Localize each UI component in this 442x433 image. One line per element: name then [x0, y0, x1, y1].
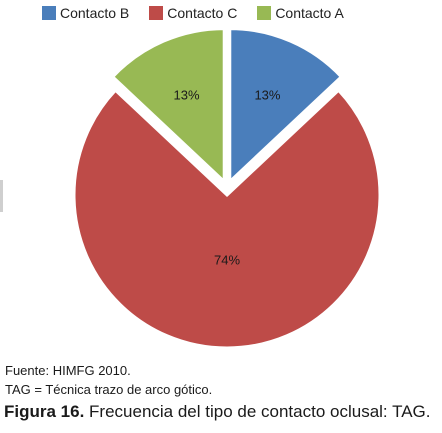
legend-swatch-contacto-b: [42, 6, 56, 20]
legend-item-contacto-c: Contacto C: [149, 5, 237, 21]
source-note: Fuente: HIMFG 2010.: [5, 363, 131, 378]
legend-swatch-contacto-a: [257, 6, 272, 20]
figure-notes: Fuente: HIMFG 2010. TAG = Técnica trazo …: [5, 361, 437, 399]
legend-label-contacto-a: Contacto A: [275, 5, 344, 21]
figure-caption: Figura 16. Frecuencia del tipo de contac…: [4, 402, 440, 422]
legend-swatch-contacto-c: [149, 6, 164, 20]
caption-text: Frecuencia del tipo de contacto oclusal:…: [84, 402, 431, 421]
page-edge-mark: [0, 180, 3, 212]
pie-label-contacto-b: 13%: [254, 88, 280, 103]
legend-label-contacto-c: Contacto C: [167, 5, 238, 21]
legend-item-contacto-b: Contacto B: [42, 5, 129, 21]
abbreviation-note: TAG = Técnica trazo de arco gótico.: [5, 382, 213, 397]
pie-slice-contacto-a: [110, 27, 226, 186]
chart-legend: Contacto B Contacto C Contacto A: [42, 5, 364, 21]
legend-label-contacto-b: Contacto B: [60, 5, 130, 21]
pie-slice-contacto-b: [228, 27, 344, 186]
caption-label: Figura 16.: [4, 402, 85, 421]
pie-label-contacto-a: 13%: [174, 88, 200, 103]
legend-item-contacto-a: Contacto A: [257, 5, 344, 21]
pie-label-contacto-c: 74%: [214, 252, 240, 267]
pie-chart: 13% 74% 13%: [72, 27, 382, 350]
pie-slice-contacto-c: [72, 88, 382, 350]
